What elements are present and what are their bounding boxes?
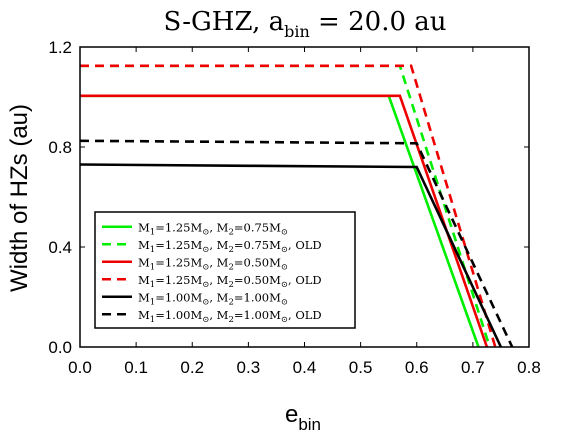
- axis-ticks: 0.0 0.1 0.2 0.3 0.4 0.5 0.6 0.7 0.8 0.0 0.4 0.8 1.2: [48, 38, 540, 377]
- y-tick-label: 1.2: [48, 38, 72, 57]
- legend-label-6: M1=1.00M⊙, M2=1.00M⊙, OLD: [138, 308, 322, 325]
- chart-title-rest: = 20.0 au: [310, 7, 447, 37]
- y-tick-label: 0.8: [48, 138, 72, 157]
- series-layer: [79, 64, 514, 348]
- series-line-5: [79, 163, 503, 348]
- x-tick-label: 0.4: [293, 358, 317, 377]
- legend-label-5: M1=1.00M⊙, M2=1.00M⊙: [138, 290, 288, 307]
- x-tick-label: 0.3: [237, 358, 261, 377]
- x-tick-label: 0.8: [517, 358, 541, 377]
- chart-title-main: S-GHZ, a: [163, 7, 284, 37]
- x-tick-label: 0.2: [180, 358, 204, 377]
- chart-title: S-GHZ, abin = 20.0 au: [163, 7, 446, 41]
- x-tick-label: 0.7: [461, 358, 485, 377]
- x-axis-label-main: e: [285, 401, 298, 428]
- legend-label-3: M1=1.25M⊙, M2=0.50M⊙: [138, 255, 288, 272]
- legend-label-1: M1=1.25M⊙, M2=0.75M⊙: [138, 220, 288, 237]
- y-axis-label: Width of HZs (au): [6, 104, 33, 292]
- legend-box: [94, 211, 356, 329]
- x-tick-label: 0.5: [349, 358, 373, 377]
- x-axis-label: ebin: [285, 401, 321, 434]
- legend-label-4: M1=1.25M⊙, M2=0.50M⊙, OLD: [138, 273, 322, 290]
- plot-frame: [79, 46, 530, 348]
- x-axis-label-sub: bin: [298, 415, 321, 434]
- chart-title-sub: bin: [284, 22, 310, 41]
- y-tick-label: 0.4: [48, 238, 72, 257]
- series-line-3: [80, 94, 489, 348]
- x-tick-label: 0.6: [405, 358, 429, 377]
- x-tick-label: 0.0: [68, 358, 92, 377]
- legend: M1=1.25M⊙, M2=0.75M⊙M1=1.25M⊙, M2=0.75M⊙…: [94, 211, 356, 329]
- y-tick-label: 0.0: [48, 338, 72, 357]
- x-tick-label: 0.1: [124, 358, 148, 377]
- legend-label-2: M1=1.25M⊙, M2=0.75M⊙, OLD: [138, 238, 322, 255]
